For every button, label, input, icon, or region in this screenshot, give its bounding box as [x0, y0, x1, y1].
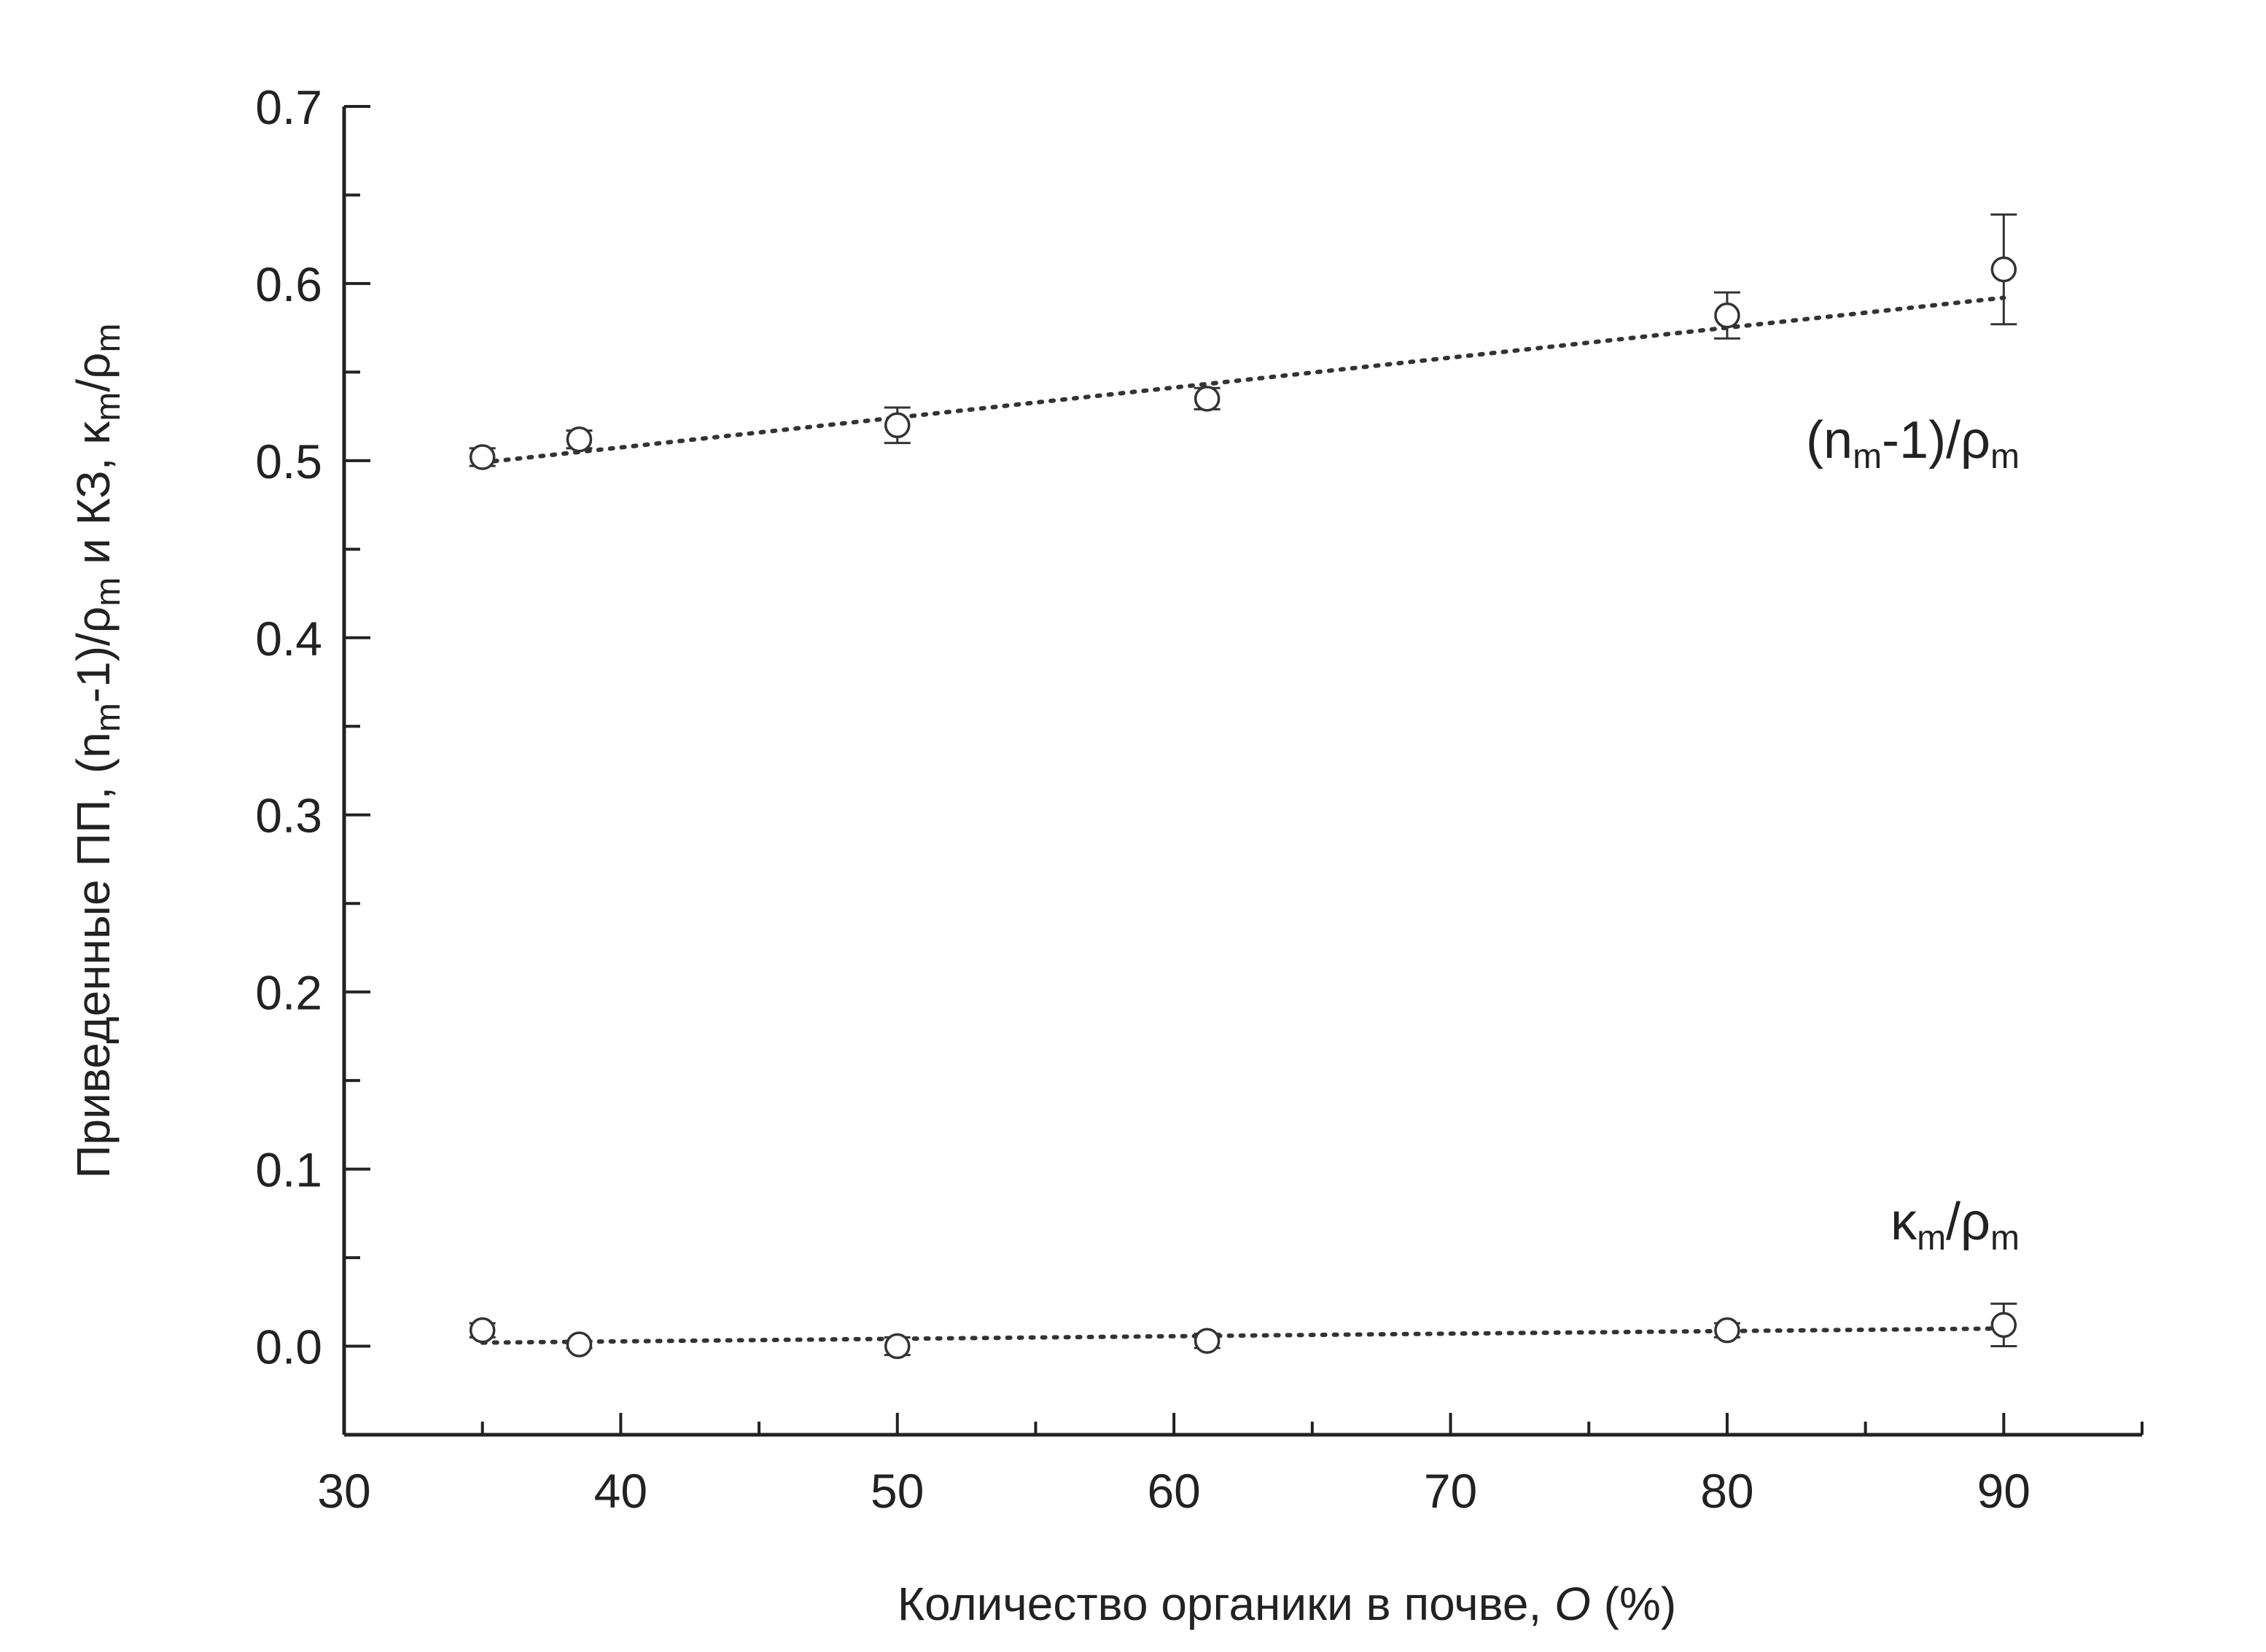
y-tick-label: 0.5	[255, 435, 322, 488]
data-point-series-2	[1714, 1317, 1740, 1344]
data-points	[469, 213, 2017, 1360]
data-point-series-2	[884, 1333, 911, 1360]
x-tick-label: 90	[1977, 1464, 2031, 1518]
data-point-series-1	[1194, 386, 1220, 412]
x-tick-label: 40	[594, 1464, 647, 1518]
data-point-series-2	[566, 1331, 593, 1357]
data-point-series-2	[1194, 1328, 1220, 1354]
data-point-series-2	[1990, 1312, 2017, 1339]
data-point-series-1	[566, 426, 593, 453]
fit-line-series-1	[480, 295, 2006, 465]
y-axis-title: Приведенные ПП, (nm-1)/ρm и КЗ, κm/ρm	[67, 324, 128, 1179]
x-tick-label: 80	[1700, 1464, 1753, 1518]
labels: Количество органики в почве, O (%) Привед…	[67, 324, 2020, 1630]
data-point-series-1	[1714, 302, 1740, 329]
y-tick-label: 0.4	[255, 612, 322, 666]
y-tick-label: 0.0	[255, 1320, 322, 1374]
y-tick-label: 0.3	[255, 789, 322, 843]
y-tick-label: 0.2	[255, 966, 322, 1020]
data-point-series-1	[469, 444, 496, 470]
y-tick-label: 0.6	[255, 257, 322, 311]
data-point-series-1	[1990, 256, 2017, 283]
x-axis-title: Количество органики в почве, O (%)	[898, 1578, 1676, 1630]
data-point-series-1	[884, 412, 911, 439]
series-label-refractive: (nm-1)/ρm	[1806, 411, 2020, 476]
axes: 30 40 50 60 70 80 90 0.0 0.1 0.2 0.3 0.4 0.5 0.6 0.7	[255, 80, 2144, 1518]
series-label-absorption: κm/ρm	[1891, 1193, 2020, 1258]
x-tick-label: 60	[1147, 1464, 1200, 1518]
fit-lines	[480, 295, 2006, 1345]
x-tick-label: 50	[871, 1464, 924, 1518]
fit-line-series-2	[480, 1326, 2006, 1345]
y-tick-label: 0.1	[255, 1143, 322, 1197]
x-tick-label: 30	[317, 1464, 370, 1518]
x-tick-label: 70	[1424, 1464, 1477, 1518]
y-tick-label: 0.7	[255, 80, 322, 134]
data-point-series-2	[469, 1317, 496, 1344]
